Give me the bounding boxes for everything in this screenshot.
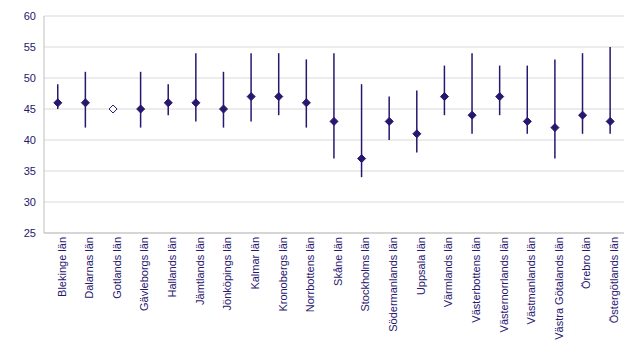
svg-text:Östergötlands län: Östergötlands län (608, 237, 620, 323)
svg-text:Stockholms län: Stockholms län (359, 237, 371, 312)
svg-text:Gävleborgs län: Gävleborgs län (138, 237, 150, 311)
svg-text:Västernorrlands län: Västernorrlands län (498, 237, 510, 332)
svg-text:Kalmar län: Kalmar län (249, 237, 261, 290)
svg-text:Västra Götalands län: Västra Götalands län (553, 237, 565, 340)
svg-text:55: 55 (24, 41, 36, 53)
svg-text:Hallands län: Hallands län (166, 237, 178, 298)
svg-text:40: 40 (24, 134, 36, 146)
svg-text:45: 45 (24, 103, 36, 115)
svg-text:60: 60 (24, 10, 36, 22)
svg-text:25: 25 (24, 227, 36, 239)
svg-text:Blekinge län: Blekinge län (56, 237, 68, 297)
svg-text:Skåne län: Skåne län (332, 237, 344, 286)
svg-text:Värmlands län: Värmlands län (442, 237, 454, 307)
svg-text:Västmanlands län: Västmanlands län (525, 237, 537, 324)
svg-text:Uppsala län: Uppsala län (415, 237, 427, 295)
svg-text:Örebro län: Örebro län (580, 237, 592, 289)
svg-text:30: 30 (24, 196, 36, 208)
svg-text:Södermanlands län: Södermanlands län (387, 237, 399, 332)
svg-text:Gotlands län: Gotlands län (111, 237, 123, 299)
svg-text:Dalarnas län: Dalarnas län (83, 237, 95, 299)
svg-text:Norrbottens län: Norrbottens län (304, 237, 316, 312)
svg-text:35: 35 (24, 165, 36, 177)
svg-text:Jönköpings län: Jönköpings län (221, 237, 233, 310)
svg-text:Kronobergs län: Kronobergs län (277, 237, 289, 312)
svg-text:50: 50 (24, 72, 36, 84)
svg-text:Västerbottens län: Västerbottens län (470, 237, 482, 323)
svg-text:Jämtlands län: Jämtlands län (194, 237, 206, 305)
